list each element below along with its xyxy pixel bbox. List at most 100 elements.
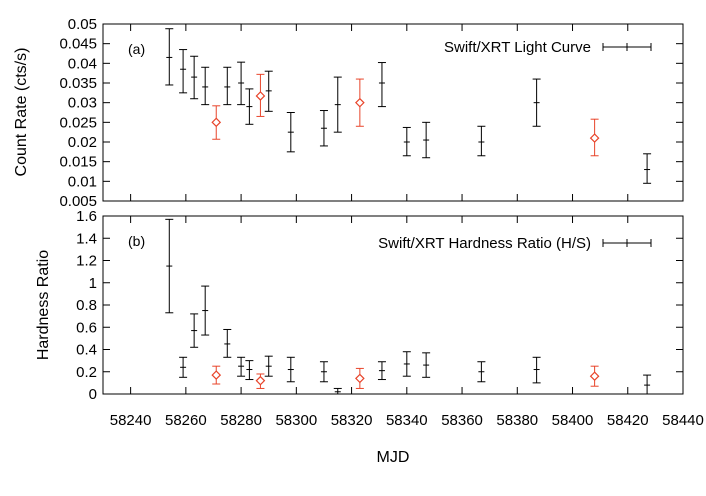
data-point [190,55,199,100]
data-point [245,360,254,381]
x-tick-label: 58260 [165,412,207,429]
highlighted-data-point [255,73,266,117]
panel-a-label: (a) [128,41,145,57]
data-point [179,49,188,94]
panel-b-hardness-ratio: 00.20.40.60.811.21.41.6 58240 58260 58280 5… [35,208,704,466]
data-point [319,110,328,147]
diamond-marker [255,375,266,386]
panel-a-ytick-label: 0.02 [68,134,97,151]
panel-a-ytick-label: 0.045 [59,36,97,53]
data-point [532,78,541,127]
panel-b-legend: Swift/XRT Hardness Ratio (H/S) [378,235,652,252]
x-tick-label: 58340 [386,412,428,429]
panel-a-count-rate: 0.005 0.01 0.015 0.02 0.025 0.03 0.035 0.04 0.04… [13,16,684,210]
data-point [643,374,652,395]
data-point [201,66,210,106]
panel-a-data-points [165,28,652,184]
x-tick-label: 58320 [331,412,373,429]
panel-b-ytick-label: 0 [89,386,97,403]
panel-a-ytick-labels: 0.005 0.01 0.015 0.02 0.025 0.03 0.035 0.04 0.04… [59,16,97,210]
data-point [402,126,411,157]
highlighted-data-point [589,365,600,387]
data-point [223,66,232,106]
data-point [377,361,386,381]
data-point [422,352,431,378]
panel-a-ytick-label: 0.035 [59,75,97,92]
data-point [377,62,386,108]
data-point [223,328,232,358]
panel-b-ytick-label: 0.2 [76,364,97,381]
data-point [201,285,210,336]
panel-b-data-points [165,218,652,395]
highlighted-data-point [211,105,222,140]
panel-a-legend: Swift/XRT Light Curve [444,39,652,56]
panel-b-ytick-label: 1.2 [76,253,97,270]
x-tick-label: 58440 [662,412,704,429]
panel-b-ytick-labels: 0 0.2 0.4 0.6 0.8 1 1.2 1.4 1.6 [76,208,97,403]
panel-b-xtick-labels: 58240 58260 58280 58300 58320 58340 58360 58380… [110,412,704,429]
x-tick-label: 58400 [552,412,594,429]
highlighted-data-point [355,367,365,389]
panel-b-ytick-label: 1 [89,275,97,292]
panel-b-ytick-label: 1.6 [76,208,97,225]
data-point [643,153,652,184]
x-tick-label: 58420 [607,412,649,429]
highlighted-data-point [211,365,222,385]
data-point [333,387,342,395]
x-tick-label: 58380 [496,412,538,429]
highlighted-data-point [255,373,266,389]
panel-a-frame [102,23,684,202]
panel-a-legend-key [602,43,652,51]
diamond-marker [589,133,600,143]
x-axis-title: MJD [377,449,410,466]
diamond-marker [211,370,222,380]
panel-a-y-axis-title: Count Rate (cts/s) [13,48,30,177]
data-point [532,356,541,384]
data-point [477,361,486,383]
data-point [237,61,246,106]
panel-b-label: (b) [128,233,145,249]
highlighted-data-point [355,78,365,127]
panel-b-ytick-label: 0.4 [76,342,97,359]
diamond-marker [255,91,266,101]
data-point [165,218,174,314]
highlighted-data-point [589,118,600,157]
data-point [402,351,411,377]
panel-b-ytick-label: 1.4 [76,230,97,247]
panel-a-ytick-label: 0.05 [68,16,97,33]
data-point [264,70,273,112]
diamond-marker [589,371,600,382]
data-point [245,88,254,125]
data-point [286,112,295,153]
diamond-marker [355,373,365,384]
diamond-marker [211,117,222,128]
x-tick-label: 58360 [441,412,483,429]
panel-a-ytick-label: 0.025 [59,114,97,131]
data-point [333,76,342,133]
data-point [477,125,486,157]
data-point [286,356,295,383]
data-point [237,356,246,377]
panel-b-ytick-label: 0.6 [76,319,97,336]
x-tick-label: 58300 [275,412,317,429]
panel-a-ytick-label: 0.005 [59,193,97,210]
data-point [165,28,174,86]
panel-a-ytick-label: 0.015 [59,154,97,171]
panel-b-ticks [103,215,684,395]
panel-a-ytick-label: 0.04 [68,55,97,72]
panel-a-ticks [103,23,684,202]
panel-b-ytick-label: 0.8 [76,297,97,314]
x-tick-label: 58280 [220,412,262,429]
data-point [422,121,431,159]
data-point [190,313,199,348]
panel-a-ytick-label: 0.01 [68,173,97,190]
data-point [179,356,188,378]
panel-b-legend-label: Swift/XRT Hardness Ratio (H/S) [378,235,591,252]
x-tick-label: 58240 [110,412,152,429]
panel-b-legend-key [602,239,652,247]
panel-a-legend-label: Swift/XRT Light Curve [444,39,591,56]
panel-a-ytick-label: 0.03 [68,95,97,112]
data-point [264,355,273,377]
panel-b-y-axis-title: Hardness Ratio [35,250,52,360]
